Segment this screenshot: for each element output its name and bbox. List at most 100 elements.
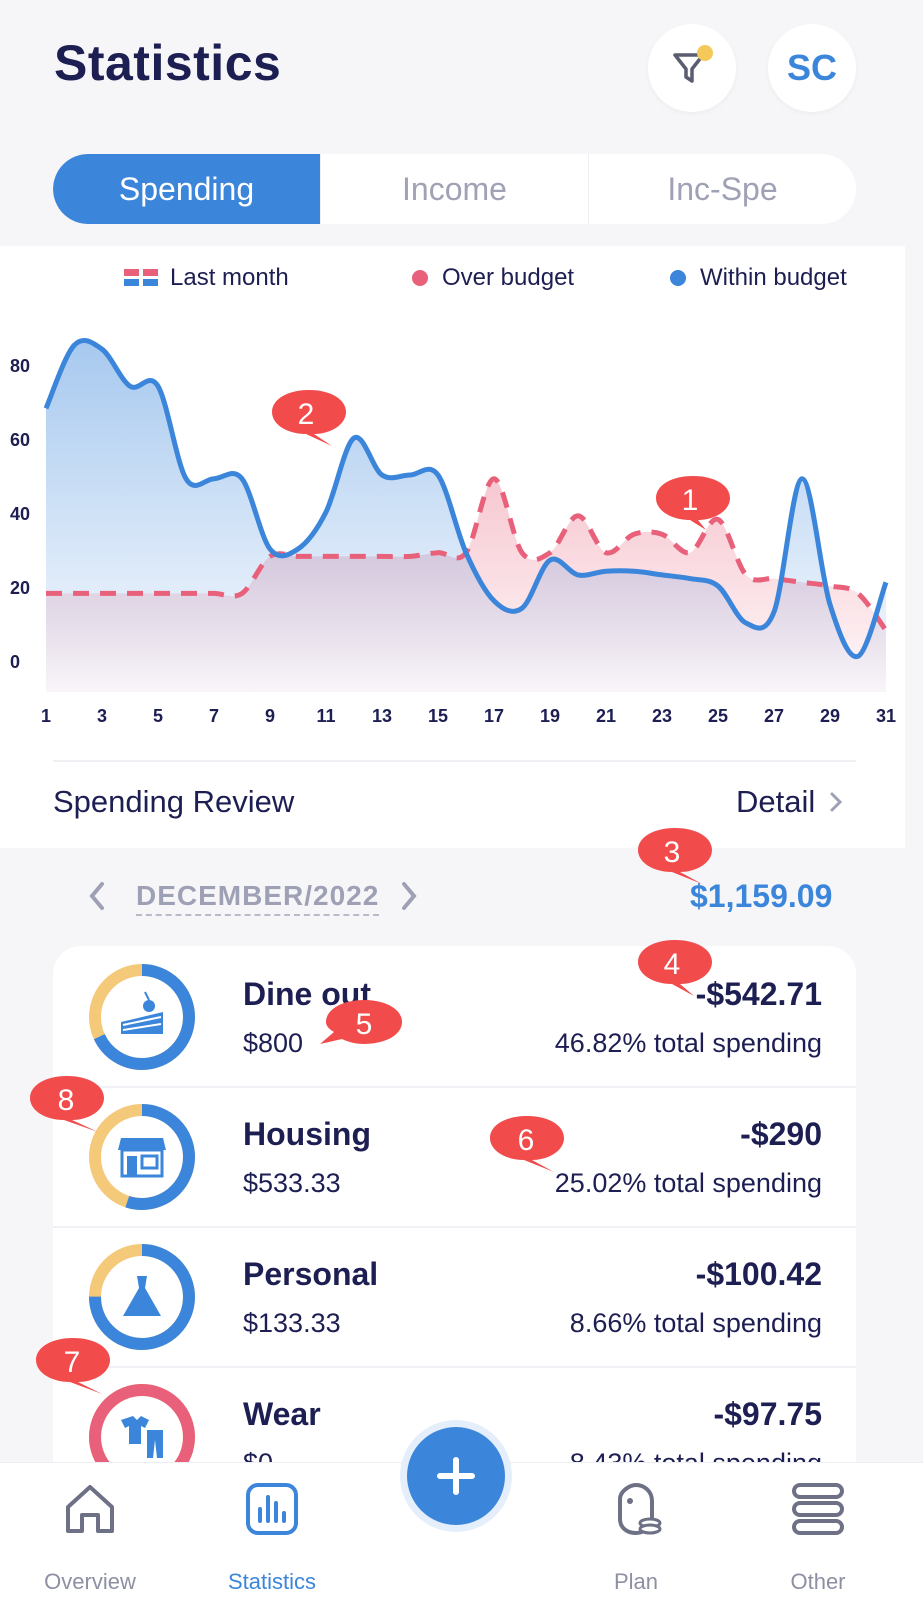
tab-inc-spe[interactable]: Inc-Spe [588, 154, 856, 224]
y-tick-label: 80 [10, 356, 30, 376]
x-tick-label: 19 [540, 706, 560, 726]
category-percent: 25.02% total spending [554, 1168, 822, 1198]
divider [53, 760, 856, 762]
category-ring [89, 964, 195, 1070]
tab-income[interactable]: Income [320, 154, 588, 224]
x-tick-label: 3 [97, 706, 107, 726]
y-tick-label: 60 [10, 430, 30, 450]
category-budget: $133.33 [243, 1308, 341, 1338]
legend-label: Within budget [700, 264, 847, 291]
chevron-left-icon[interactable] [84, 876, 110, 916]
nav-plan[interactable]: Plan [556, 1463, 716, 1601]
within-budget-area [46, 340, 886, 692]
category-amount: -$97.75 [713, 1396, 822, 1432]
marker-number: 2 [298, 398, 315, 431]
segment-tabs: Spending Income Inc-Spe [53, 154, 856, 224]
nav-label: Other [790, 1569, 846, 1594]
category-ring [89, 1104, 195, 1210]
marker-7: 7 [36, 1338, 110, 1394]
legend-within-budget: Within budget [670, 264, 847, 292]
marker-number: 8 [58, 1084, 75, 1117]
month-selector[interactable]: DECEMBER/2022 [136, 880, 380, 916]
category-ring [89, 1244, 195, 1350]
category-budget: $0 [243, 1448, 274, 1466]
add-transaction-button[interactable] [400, 1420, 512, 1532]
chevron-right-icon[interactable] [396, 876, 422, 916]
x-tick-label: 31 [876, 706, 896, 726]
x-tick-label: 17 [484, 706, 504, 726]
x-tick-label: 27 [764, 706, 784, 726]
home-icon [66, 1485, 114, 1533]
marker-number: 5 [356, 1008, 373, 1041]
category-name: Personal [243, 1256, 379, 1292]
category-budget: $800 [243, 1028, 304, 1058]
x-tick-label: 9 [265, 706, 275, 726]
list-item-personal[interactable]: Personal $133.33 -$100.42 8.66% total sp… [53, 1226, 856, 1368]
nav-label: Statistics [227, 1569, 317, 1594]
plus-icon [437, 1457, 475, 1495]
category-percent: 8.43% total spending [569, 1448, 822, 1466]
y-tick-label: 20 [10, 578, 30, 598]
total-spending: $1,159.09 [690, 878, 833, 914]
category-name: Wear [243, 1396, 321, 1432]
nav-label: Overview [44, 1569, 136, 1594]
x-tick-label: 13 [372, 706, 392, 726]
x-tick-label: 11 [316, 706, 335, 726]
store-icon [118, 1138, 166, 1178]
y-axis: 0 20 40 60 80 [10, 356, 30, 672]
x-tick-label: 23 [652, 706, 672, 726]
bar-chart-icon [246, 1483, 298, 1535]
legend-label: Last month [170, 264, 289, 291]
clothes-icon [121, 1416, 163, 1458]
tab-spending[interactable]: Spending [53, 154, 320, 224]
x-tick-label: 7 [209, 706, 219, 726]
list-item-dine-out[interactable]: Dine out $800 -$542.71 46.82% total spen… [53, 946, 856, 1088]
spending-review-title: Spending Review [53, 784, 295, 819]
marker-2: 2 [272, 390, 346, 446]
nav-other[interactable]: Other [738, 1463, 898, 1601]
nav-label: Plan [613, 1569, 659, 1594]
dashed-flag-icon [124, 269, 158, 286]
x-tick-label: 5 [153, 706, 163, 726]
filter-icon [673, 45, 713, 83]
marker-6: 6 [490, 1116, 564, 1172]
x-tick-label: 25 [708, 706, 728, 726]
avatar[interactable]: SC [768, 24, 856, 112]
nav-overview[interactable]: Overview [10, 1463, 170, 1601]
category-amount: -$100.42 [695, 1256, 822, 1292]
category-percent: 8.66% total spending [569, 1308, 822, 1338]
list-item-housing[interactable]: Housing $533.33 -$290 25.02% total spend… [53, 1086, 856, 1228]
last-month-line [45, 476, 889, 632]
category-amount: -$290 [740, 1116, 822, 1152]
nav-statistics[interactable]: Statistics [192, 1463, 352, 1601]
x-tick-label: 15 [428, 706, 448, 726]
within-budget-line [43, 338, 889, 659]
x-tick-label: 1 [41, 706, 51, 726]
y-tick-label: 0 [10, 652, 20, 672]
legend-over-budget: Over budget [412, 264, 574, 292]
marker-3: 3 [638, 828, 712, 884]
marker-1: 1 [656, 476, 730, 530]
over-budget-dot [412, 270, 428, 286]
detail-label: Detail [736, 784, 816, 819]
marker-number: 4 [664, 948, 681, 981]
category-percent: 46.82% total spending [554, 1028, 822, 1058]
legend-label: Over budget [442, 264, 575, 291]
filter-button[interactable] [648, 24, 736, 112]
detail-link[interactable]: Detail [736, 784, 849, 820]
category-list: Dine out $800 -$542.71 46.82% total spen… [53, 946, 856, 1466]
category-amount: -$542.71 [695, 976, 822, 1012]
marker-number: 1 [682, 484, 699, 517]
marker-number: 7 [64, 1346, 81, 1379]
x-tick-label: 21 [596, 706, 616, 726]
category-name: Housing [243, 1116, 371, 1152]
list-item-wear[interactable]: Wear $0 -$97.75 8.43% total spending [53, 1366, 856, 1466]
legend-last-month: Last month [124, 264, 289, 292]
page-title: Statistics [54, 35, 282, 91]
category-budget: $533.33 [243, 1168, 341, 1198]
x-axis: 1 3 5 7 9 11 13 15 17 19 21 23 25 27 29 31 [41, 706, 896, 726]
cake-icon [121, 991, 163, 1034]
y-tick-label: 40 [10, 504, 30, 524]
chevron-right-icon [830, 792, 843, 812]
